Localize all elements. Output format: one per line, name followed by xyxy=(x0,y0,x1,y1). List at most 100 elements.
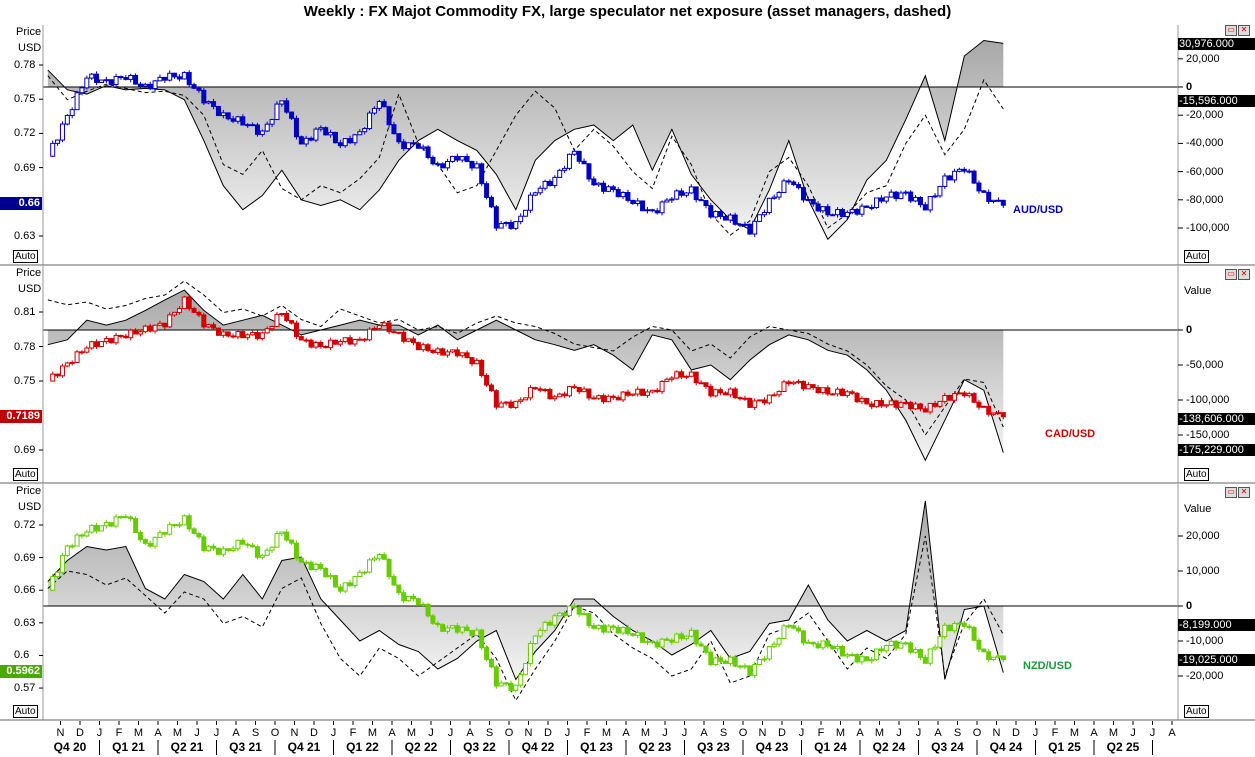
candle-body xyxy=(786,625,792,628)
candle-body xyxy=(123,335,129,339)
candle-body xyxy=(718,211,724,217)
candle-body xyxy=(162,76,168,81)
candle-body xyxy=(839,209,845,218)
price-tick-label: 0.78 xyxy=(14,340,36,353)
minimize-panel-icon[interactable]: ▭ xyxy=(1225,25,1237,36)
month-label: S xyxy=(251,727,260,739)
value-auto-scale-button[interactable]: Auto xyxy=(1184,250,1209,263)
candle-body xyxy=(586,613,592,627)
candle-body xyxy=(376,554,382,559)
candle-body xyxy=(971,393,977,403)
candle-body xyxy=(186,72,192,86)
value-auto-scale-button[interactable]: Auto xyxy=(1184,705,1209,718)
candle-body xyxy=(289,539,295,544)
minimize-panel-icon[interactable]: ▭ xyxy=(1225,269,1237,280)
candle-body xyxy=(464,626,470,632)
candle-body xyxy=(922,656,928,664)
month-label: O xyxy=(972,727,982,739)
candle-body xyxy=(542,180,548,189)
candle-body xyxy=(59,123,65,141)
candle-body xyxy=(781,625,787,639)
candle-body xyxy=(69,109,75,116)
candle-body xyxy=(55,139,61,144)
candle-body xyxy=(815,203,821,212)
candle-body xyxy=(215,327,221,336)
candle-body xyxy=(908,642,914,653)
candle-body xyxy=(367,112,373,130)
minimize-panel-icon[interactable]: ▭ xyxy=(1225,487,1237,498)
candle-body xyxy=(576,606,582,615)
candle-body xyxy=(172,72,178,78)
month-label: J xyxy=(915,727,922,739)
candle-body xyxy=(742,223,748,226)
candle-body xyxy=(835,645,841,650)
candle-body xyxy=(562,612,568,617)
candle-body xyxy=(786,381,792,385)
candle-body xyxy=(956,168,962,172)
currency-label: USD xyxy=(18,283,42,295)
candle-body xyxy=(371,107,377,114)
candle-body xyxy=(435,622,441,626)
close-panel-icon[interactable]: ✕ xyxy=(1238,25,1250,36)
candle-body xyxy=(162,322,168,328)
candle-body xyxy=(386,106,392,126)
candle-body xyxy=(693,629,699,645)
candle-body xyxy=(703,382,709,387)
price-auto-scale-button[interactable]: Auto xyxy=(13,468,38,481)
candle-body xyxy=(59,365,65,377)
candle-body xyxy=(410,338,416,344)
candle-body xyxy=(761,211,767,216)
candle-body xyxy=(137,331,143,335)
candle-body xyxy=(449,625,455,629)
candle-body xyxy=(615,189,621,198)
candle-body xyxy=(654,641,660,648)
value-tick-label: -100,000 xyxy=(1186,394,1230,406)
candle-body xyxy=(820,387,826,394)
candle-body xyxy=(454,349,460,357)
candle-body xyxy=(742,397,748,400)
close-panel-icon[interactable]: ✕ xyxy=(1238,487,1250,498)
quarter-label: Q2 25 xyxy=(1106,740,1140,754)
candle-body xyxy=(776,637,782,645)
net-exposure-shading xyxy=(47,290,1004,461)
value-auto-scale-button[interactable]: Auto xyxy=(1184,468,1209,481)
month-label: F xyxy=(349,727,357,739)
candle-body xyxy=(620,626,626,634)
close-panel-icon[interactable]: ✕ xyxy=(1238,269,1250,280)
last-value-label: 30,976.000 xyxy=(1178,38,1255,50)
candle-body xyxy=(527,643,533,665)
candle-body xyxy=(1000,655,1006,661)
candle-body xyxy=(952,170,958,181)
month-label: M xyxy=(640,727,651,739)
candle-body xyxy=(284,100,290,113)
price-auto-scale-button[interactable]: Auto xyxy=(13,250,38,263)
quarter-label: Q3 24 xyxy=(931,740,964,754)
month-label: M xyxy=(172,727,183,739)
panel-window-buttons[interactable]: ▭ ✕ xyxy=(1225,269,1251,280)
candle-body xyxy=(508,222,514,229)
panel-window-buttons[interactable]: ▭ ✕ xyxy=(1225,25,1251,36)
candle-body xyxy=(893,400,899,408)
candle-body xyxy=(708,205,714,218)
price-auto-scale-button[interactable]: Auto xyxy=(13,705,38,718)
candle-body xyxy=(737,223,743,226)
candle-body xyxy=(835,388,841,395)
candle-body xyxy=(942,624,948,638)
candle-body xyxy=(215,547,221,555)
candle-body xyxy=(503,682,509,685)
candle-body xyxy=(917,403,923,410)
month-label: F xyxy=(1051,727,1059,739)
candle-body xyxy=(425,344,431,351)
value-tick-label: -80,000 xyxy=(1186,193,1224,206)
candle-body xyxy=(245,334,251,339)
price-tick-label: 0.69 xyxy=(14,444,36,456)
candle-body xyxy=(956,622,962,625)
candle-body xyxy=(791,381,797,385)
candle-body xyxy=(367,559,373,573)
candle-body xyxy=(878,648,884,652)
candle-body xyxy=(371,557,377,561)
panel-window-buttons[interactable]: ▭ ✕ xyxy=(1225,487,1251,498)
candle-body xyxy=(542,389,548,392)
candle-body xyxy=(230,118,236,122)
